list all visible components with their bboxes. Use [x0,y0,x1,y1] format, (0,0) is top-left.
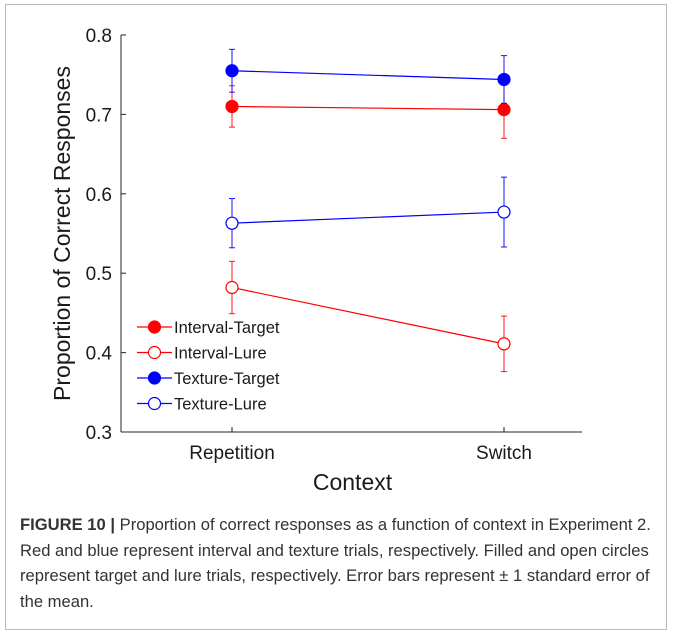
legend-label: Texture-Target [174,370,280,388]
chart-axes: 0.3 0.4 0.5 0.6 0.7 0.8 Repetition Switch [86,26,582,464]
y-tick-label: 0.6 [86,185,112,206]
series-texture-target [225,48,511,104]
data-point [225,99,239,114]
y-axis-title: Proportion of Correct Responses [49,66,75,401]
data-point [225,280,239,295]
series-line [231,105,505,111]
legend-marker [147,345,162,360]
series-line [231,70,505,81]
y-tick-label: 0.7 [86,105,112,126]
y-tick-label: 0.8 [86,26,112,47]
y-tick-label: 0.4 [86,344,113,365]
caption-label: FIGURE 10 | [20,515,116,534]
chart-series [225,48,511,373]
data-point [497,337,511,351]
chart-legend: Interval-Target Interval-Lure Texture-Targ… [137,319,280,414]
legend-item: Interval-Lure [137,345,267,363]
y-tick-label: 0.3 [86,423,112,444]
x-axis-title: Context [313,469,393,495]
x-tick-label: Repetition [189,443,275,464]
caption-text: Proportion of correct responses as a fun… [20,515,651,611]
legend-label: Interval-Lure [174,345,267,363]
legend-label: Interval-Target [174,319,280,337]
legend-item: Texture-Target [137,370,280,388]
figure-frame [5,4,667,630]
series-interval-lure [225,260,511,373]
legend-marker [147,396,162,411]
data-point [497,205,511,219]
series-line [231,286,505,345]
figure-caption: FIGURE 10 | Proportion of correct respon… [20,512,660,614]
data-point [497,72,511,87]
series-interval-target [225,80,511,139]
x-tick-label: Switch [476,443,532,464]
series-line [231,211,505,224]
legend-label: Texture-Lure [174,396,267,414]
legend-marker [147,371,162,385]
data-point [497,103,511,117]
chart: 0.3 0.4 0.5 0.6 0.7 0.8 Repetition Switch Inter… [49,26,582,495]
y-tick-label: 0.5 [86,264,112,285]
legend-item: Interval-Target [137,319,280,337]
data-point [225,64,239,78]
legend-item: Texture-Lure [137,396,267,414]
legend-marker [147,320,162,334]
series-texture-lure [225,176,511,249]
data-point [225,216,239,230]
